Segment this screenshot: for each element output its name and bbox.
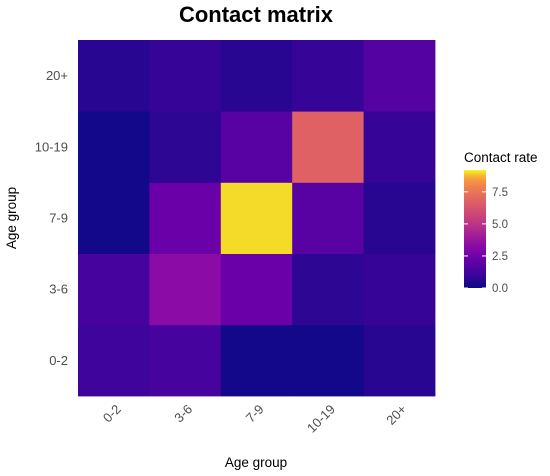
heatmap-cell-20+-10-19: [363, 111, 436, 183]
y-tick-labels: 0-2 3-6 7-9 10-19 20+: [35, 68, 68, 368]
heatmap-cell-10-19-3-6: [292, 253, 364, 326]
heatmap-cell-0-2-20+: [78, 40, 150, 112]
heatmap-cell-3-6-7-9: [149, 182, 222, 254]
legend-title: Contact rate: [464, 150, 538, 165]
x-tick-labels: 0-2 3-6 7-9 10-19 20+: [100, 402, 409, 436]
heatmap-cell-20+-20+: [363, 40, 436, 112]
heatmap-cell-7-9-0-2: [220, 324, 293, 397]
color-legend: Contact rate 0.0 2.5 5.0 7.5: [464, 150, 538, 295]
x-tick-label: 3-6: [171, 402, 195, 426]
chart-title: Contact matrix: [179, 2, 334, 27]
heatmap-cell-20+-3-6: [363, 253, 436, 326]
heatmap-cell-0-2-3-6: [78, 253, 150, 326]
heatmap-cells: [78, 40, 436, 397]
y-tick-label: 0-2: [49, 353, 68, 368]
x-tick-label: 0-2: [100, 402, 124, 426]
heatmap-cell-0-2-10-19: [78, 111, 150, 183]
x-tick-label: 7-9: [243, 402, 267, 426]
heatmap-cell-0-2-0-2: [78, 324, 150, 397]
x-tick-label: 10-19: [304, 402, 338, 436]
legend-tick-label: 2.5: [492, 251, 508, 263]
x-tick-label: 20+: [383, 402, 409, 428]
heatmap-cell-10-19-10-19: [292, 111, 364, 183]
heatmap-cell-7-9-20+: [220, 40, 293, 112]
heatmap-cell-3-6-10-19: [149, 111, 222, 183]
heatmap-cell-7-9-10-19: [220, 111, 293, 183]
heatmap-cell-7-9-3-6: [220, 253, 293, 326]
y-tick-label: 7-9: [49, 211, 68, 226]
legend-tick-label: 5.0: [492, 219, 508, 231]
y-axis-label: Age group: [4, 187, 19, 249]
heatmap-cell-3-6-0-2: [149, 324, 222, 397]
heatmap-cell-10-19-7-9: [292, 182, 364, 254]
y-tick-label: 3-6: [49, 282, 68, 297]
x-axis-label: Age group: [225, 455, 287, 470]
heatmap-cell-3-6-3-6: [149, 253, 222, 326]
y-tick-label: 20+: [46, 68, 68, 83]
heatmap-cell-3-6-20+: [149, 40, 222, 112]
heatmap-cell-7-9-7-9: [220, 182, 293, 254]
legend-tick-label: 7.5: [492, 187, 508, 199]
heatmap-cell-10-19-0-2: [292, 324, 364, 397]
heatmap-cell-20+-0-2: [363, 324, 436, 397]
heatmap-cell-20+-7-9: [363, 182, 436, 254]
legend-tick-label: 0.0: [492, 283, 508, 295]
legend-colorbar: [464, 170, 486, 288]
y-tick-label: 10-19: [35, 139, 68, 154]
legend-ticks: 0.0 2.5 5.0 7.5: [464, 187, 508, 295]
heatmap-cell-10-19-20+: [292, 40, 364, 112]
heatmap-cell-0-2-7-9: [78, 182, 150, 254]
